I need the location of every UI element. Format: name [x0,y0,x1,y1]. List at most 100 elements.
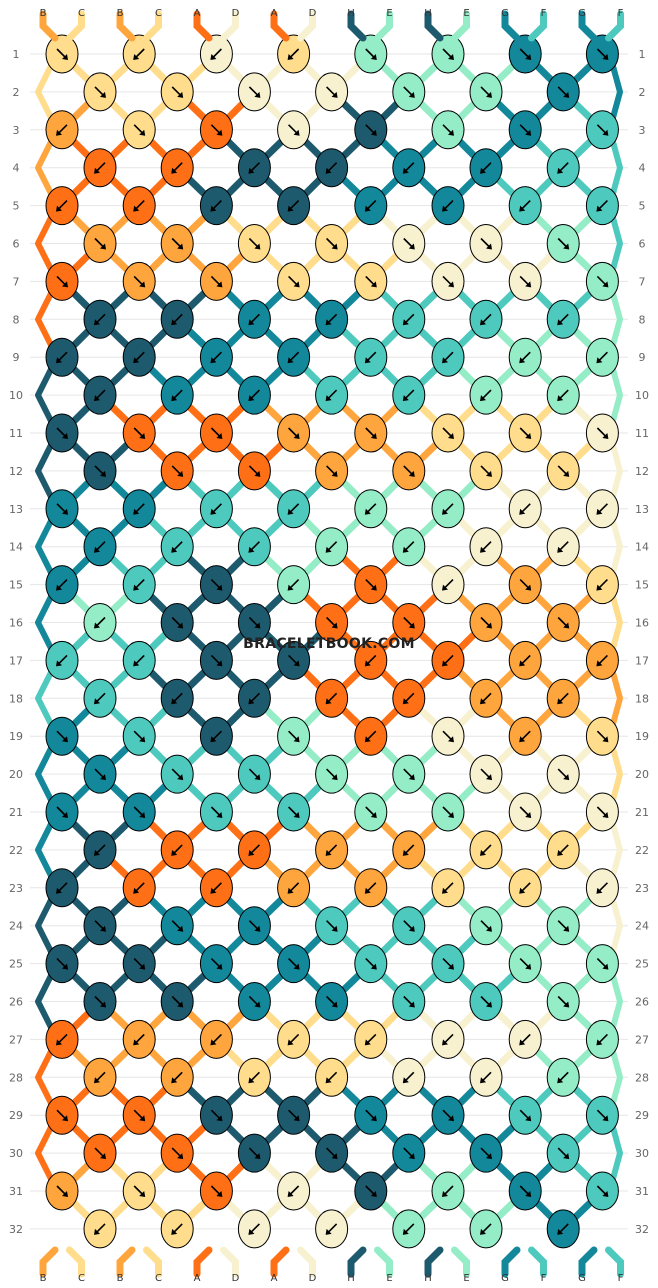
arrow-head-icon [331,774,338,781]
edge-strand-right [609,518,623,576]
bottom-strand [528,1246,547,1278]
top-strand [270,10,290,42]
knot [277,792,311,832]
row-number-right: 24 [635,920,649,933]
top-strand-label: B [117,8,124,19]
arrow-head-icon [442,508,448,515]
arrow-head-icon [216,963,223,970]
knot [315,1133,349,1173]
knot [546,1209,580,1249]
knot [45,34,79,74]
knot [431,337,465,377]
edge-strand-right [609,669,623,727]
arrow-head-icon [486,1153,492,1160]
arrow-head-icon [62,812,68,818]
edge-strands [35,62,623,1183]
knot [315,299,349,339]
bottom-strand-label: E [386,1273,392,1284]
arrow-head-icon [557,546,564,553]
arrow-head-icon [408,925,415,932]
knot [237,527,271,567]
knot [392,72,426,112]
edge-strand-right [609,63,623,121]
row-number-right: 25 [635,958,649,971]
arrow-head-icon [139,1191,146,1197]
row-number-right: 18 [635,692,649,705]
knot [277,337,311,377]
bottom-strand-label: D [309,1273,317,1284]
row-number-left: 22 [9,844,23,857]
knot [122,1095,156,1135]
knot [122,186,156,226]
knot [469,299,503,339]
row-number-left: 8 [13,313,20,326]
bottom-strand [143,1246,162,1278]
knot [315,1209,349,1249]
bottom-strand [297,1246,316,1278]
knot [354,944,388,984]
arrow-head-icon [331,1001,338,1008]
row-number-left: 2 [13,86,20,99]
arrow-head-icon [287,54,294,60]
row-number-right: 13 [635,503,649,516]
arrow-head-icon [216,660,223,667]
row-number-right: 19 [635,730,649,743]
arrow-head-icon [563,470,570,477]
knot [469,1133,503,1173]
top-strand [528,10,547,42]
knot [585,716,619,756]
arrow-head-icon [325,546,332,553]
arrow-head-icon [442,584,448,591]
knot [546,1057,580,1097]
knot [315,148,349,188]
row-number-left: 19 [9,730,23,743]
knot [237,224,271,263]
row-number-left: 1 [13,48,20,61]
arrow-head-icon [325,1228,332,1235]
arrow-head-icon [248,319,255,326]
row-number-left: 26 [9,996,23,1009]
arrow-head-icon [325,849,332,856]
edge-strand-right [609,442,623,500]
knot [354,1019,388,1059]
knot [546,527,580,567]
knot [45,261,79,301]
arrow-head-icon [563,91,570,98]
arrow-head-icon [525,584,532,591]
knot [354,1095,388,1135]
arrow-head-icon [216,1115,223,1122]
arrow-head-icon [287,508,294,515]
arrow-head-icon [216,1191,223,1197]
knot [315,375,349,415]
knot [546,299,580,339]
top-strand [39,10,59,42]
knot [315,678,349,718]
knot [237,1209,271,1249]
knot [237,603,271,642]
arrow-head-icon [370,129,377,136]
knot [315,1057,349,1097]
arrow-head-icon [364,887,371,894]
knot [237,982,271,1021]
edge-strand-right [609,821,623,879]
arrow-head-icon [210,205,217,212]
arrow-head-icon [596,1039,603,1046]
knot [122,337,156,377]
knot [83,527,117,567]
arrow-head-icon [602,963,609,970]
knot [277,868,311,908]
arrow-head-icon [139,433,146,439]
knot [354,565,388,605]
row-number-right: 29 [635,1109,649,1122]
knot [431,489,465,529]
row-number-right: 8 [639,313,646,326]
top-strand [297,10,316,42]
arrow-head-icon [325,698,332,705]
row-number-left: 25 [9,958,23,971]
row-number-right: 17 [635,654,649,667]
knot [83,1209,117,1249]
arrow-head-icon [100,925,106,932]
bottom-strand [66,1246,85,1278]
arrow-head-icon [448,433,454,439]
